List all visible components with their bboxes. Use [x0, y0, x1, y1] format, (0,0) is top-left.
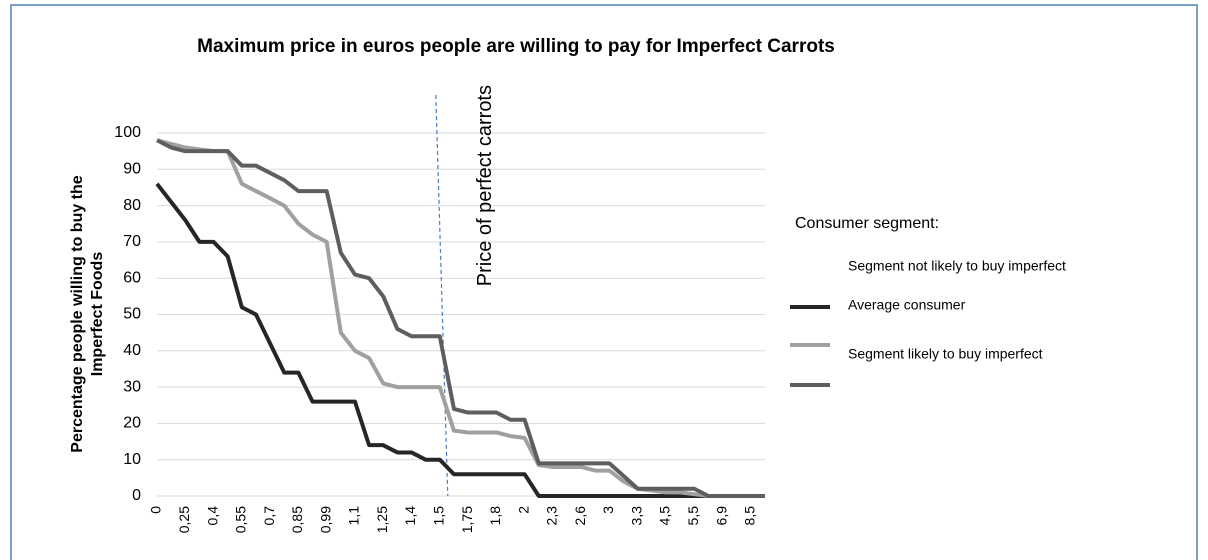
legend-title: Consumer segment:	[795, 215, 939, 232]
y-tick-label: 40	[123, 342, 141, 359]
y-tick-label: 90	[123, 161, 141, 178]
y-tick-label: 80	[123, 197, 141, 214]
x-tick-label: 0,55	[233, 506, 249, 533]
x-tick-label: 0,99	[317, 506, 333, 533]
y-axis-label: Percentage people willing to buy the	[69, 175, 86, 452]
y-tick-label: 0	[132, 487, 141, 504]
x-tick-label: 0,25	[176, 506, 192, 533]
y-tick-label: 50	[123, 306, 141, 323]
x-tick-label: 2,6	[572, 506, 588, 526]
x-tick-label: 5,5	[685, 506, 701, 526]
y-tick-label: 20	[123, 415, 141, 432]
x-tick-label: 2	[515, 506, 531, 514]
x-tick-label: 1,25	[374, 506, 390, 533]
x-tick-label: 6,9	[713, 506, 729, 526]
y-tick-label: 60	[123, 269, 141, 286]
reference-line	[435, 94, 449, 497]
y-tick-label: 10	[123, 451, 141, 468]
x-tick-label: 8,5	[742, 506, 758, 526]
x-tick-label: 1,8	[487, 506, 503, 526]
legend-label: Segment likely to buy imperfect	[848, 346, 1043, 362]
y-tick-label: 30	[123, 378, 141, 395]
series-line	[155, 182, 765, 498]
x-tick-label: 3	[600, 506, 616, 514]
x-tick-label: 1,4	[402, 506, 418, 526]
series-line	[156, 138, 765, 498]
y-axis-label: Imperfect Foods	[89, 252, 106, 377]
x-tick-label: 0,4	[204, 506, 220, 526]
legend-label: Average consumer	[848, 297, 966, 313]
x-tick-label: 1,5	[430, 506, 446, 526]
reference-label: Price of perfect carrots	[474, 85, 496, 286]
x-tick-label: 1,75	[459, 506, 475, 533]
y-tick-label: 100	[114, 124, 141, 141]
x-tick-label: 0,85	[289, 506, 305, 533]
x-tick-label: 3,3	[628, 506, 644, 526]
series-line	[156, 138, 765, 498]
x-tick-label: 4,5	[657, 506, 673, 526]
y-tick-label: 70	[123, 233, 141, 250]
legend-label: Segment not likely to buy imperfect	[848, 258, 1066, 274]
x-tick-label: 1,1	[346, 506, 362, 526]
x-tick-label: 0	[148, 506, 164, 514]
chart-title: Maximum price in euros people are willin…	[197, 36, 835, 57]
frame	[10, 4, 1198, 560]
x-tick-label: 0,7	[261, 506, 277, 526]
x-tick-label: 2,3	[544, 506, 560, 526]
